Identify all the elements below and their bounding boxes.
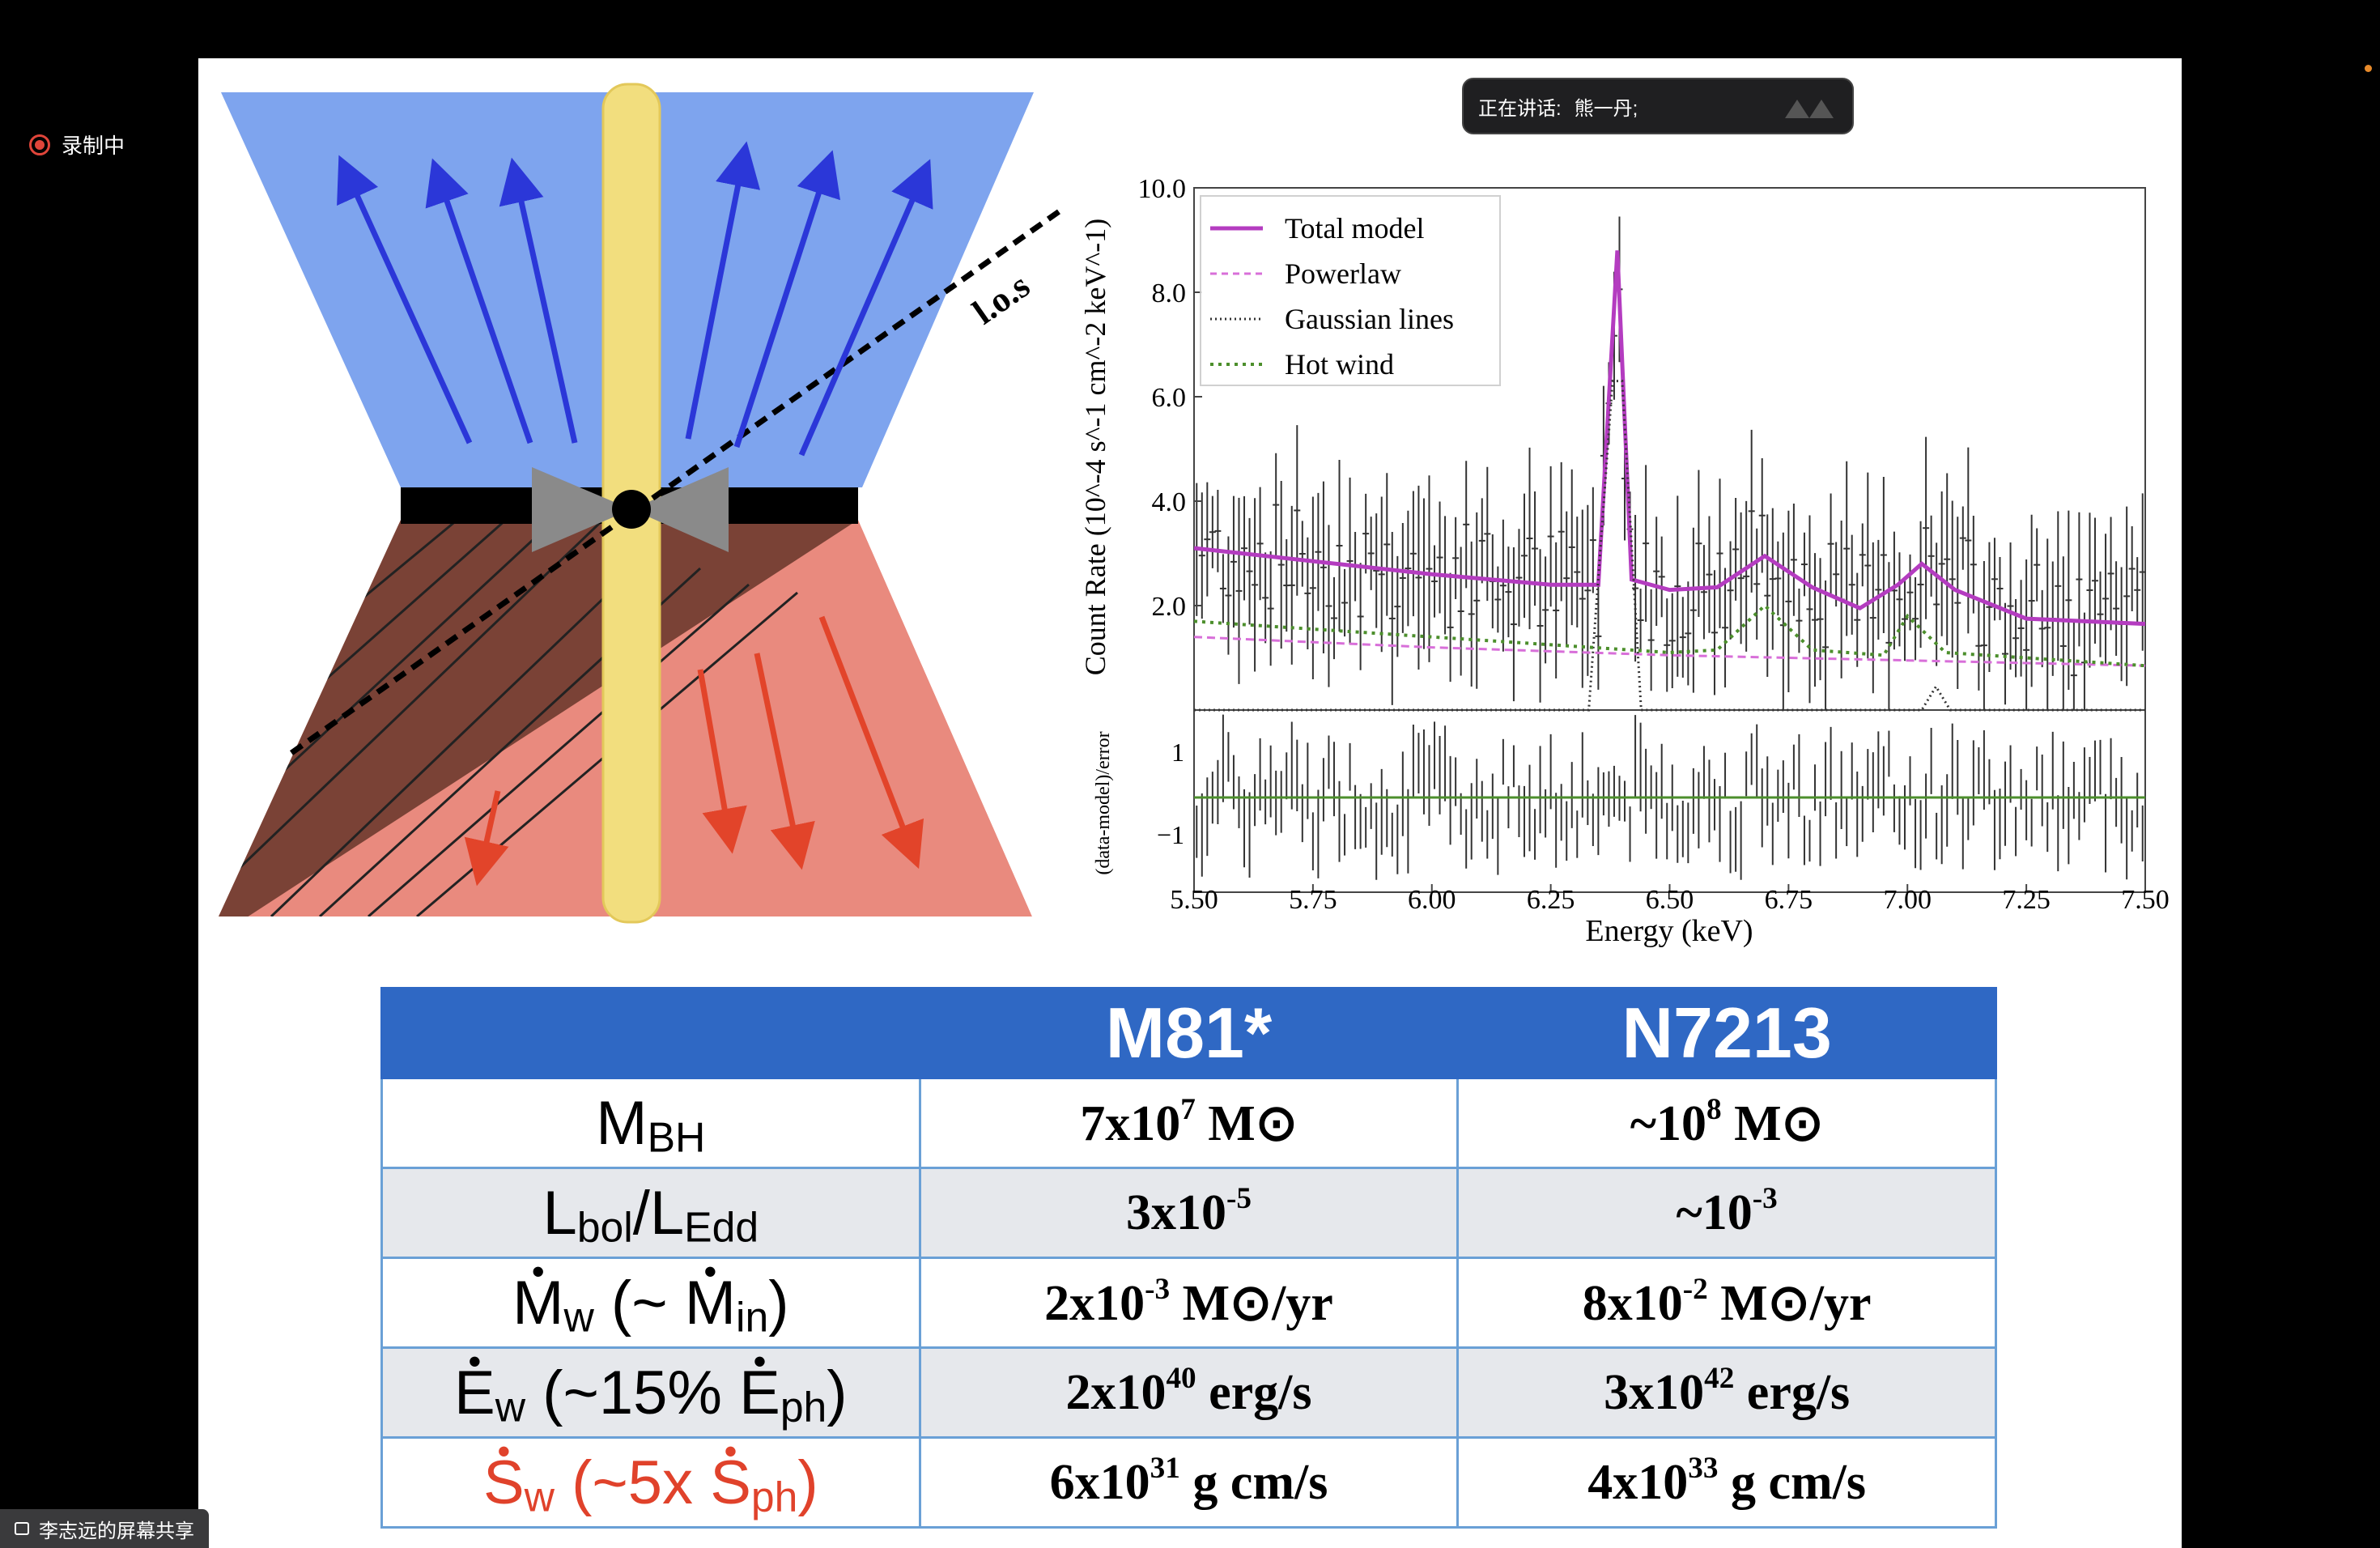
table-row-lbol: Lbol/LEdd 3x10-5 ~10-3 — [380, 1167, 1997, 1259]
header-blank — [380, 987, 921, 1079]
table-row-edot: Ew (~15% Eph) 2x1040 erg/s 3x1042 erg/s — [380, 1346, 1997, 1439]
torus-left — [532, 467, 631, 552]
outflow-diagram: l.o.s — [219, 83, 1063, 924]
m81-sdot: 6x1031 g cm/s — [918, 1436, 1460, 1529]
x-tick-label: 5.75 — [1289, 885, 1337, 915]
shared-slide: l.o.s 2.0 4.0 6.0 8.0 10.0 5.50 5.75 6.00 6.25 6… — [198, 58, 2182, 1548]
residual-y-label: (data-model)/error — [1093, 731, 1114, 874]
obscured-region — [219, 520, 858, 916]
speaker-waveform-icon — [1785, 100, 1834, 118]
header-m81: M81* — [918, 987, 1460, 1079]
x-tick-label: 7.50 — [2121, 885, 2170, 915]
n7213-edot: 3x1042 erg/s — [1456, 1346, 1997, 1439]
speaker-label: 正在讲话: — [1478, 97, 1562, 120]
y-tick-label: 4.0 — [1152, 487, 1187, 517]
spectrum-chart: 2.0 4.0 6.0 8.0 10.0 5.50 5.75 6.00 6.25 6.50 6.7… — [1079, 174, 2170, 948]
los-label: l.o.s — [966, 266, 1037, 332]
m81-mbh: 7x107 M⊙ — [918, 1077, 1460, 1169]
n7213-lbol: ~10-3 — [1456, 1167, 1997, 1259]
n7213-mbh: ~108 M⊙ — [1456, 1077, 1997, 1169]
m81-edot: 2x1040 erg/s — [918, 1346, 1460, 1439]
y-tick-label: 2.0 — [1152, 592, 1187, 622]
legend-gaussian-lines: Gaussian lines — [1285, 303, 1454, 335]
header-n7213: N7213 — [1456, 987, 1997, 1079]
y-axis-label: Count Rate (10^-4 s^-1 cm^-2 keV^-1) — [1079, 219, 1111, 675]
label-lbol-ledd: Lbol/LEdd — [380, 1167, 921, 1259]
y-tick-label: 10.0 — [1138, 174, 1187, 204]
legend-total-model: Total model — [1285, 212, 1424, 245]
torus-right — [631, 467, 729, 552]
x-tick-label: 5.50 — [1170, 885, 1218, 915]
residual-tick-minus1: −1 — [1157, 820, 1184, 849]
table-row-mbh: MBH 7x107 M⊙ ~108 M⊙ — [380, 1077, 1997, 1169]
series-gaussian-lines — [1194, 380, 2145, 712]
recording-label: 录制中 — [62, 134, 125, 158]
y-tick-label: 6.0 — [1152, 383, 1187, 413]
label-edot: Ew (~15% Eph) — [380, 1346, 921, 1439]
table-header-row: M81* N7213 — [380, 987, 1997, 1079]
record-icon — [29, 134, 50, 155]
n7213-mdot: 8x10-2 M⊙/yr — [1456, 1257, 1997, 1349]
residual-tick-1: 1 — [1171, 738, 1184, 767]
x-tick-label: 6.50 — [1646, 885, 1694, 915]
label-mdot: Mw (~ Min) — [380, 1257, 921, 1349]
m81-mdot: 2x10-3 M⊙/yr — [918, 1257, 1460, 1349]
m81-lbol: 3x10-5 — [918, 1167, 1460, 1259]
x-tick-label: 7.00 — [1884, 885, 1932, 915]
series-powerlaw — [1193, 636, 2146, 667]
comparison-table: M81* N7213 MBH 7x107 M⊙ ~108 M⊙ Lbol/LEd… — [380, 987, 1997, 1529]
label-sdot: Sw (~5x Sph) — [380, 1436, 921, 1529]
line-of-sight — [289, 208, 1063, 755]
plot-frame-lower — [1193, 709, 2146, 893]
outflow-arrows-down — [464, 615, 924, 887]
status-dot — [2365, 65, 2372, 72]
series-total-model — [1193, 250, 2146, 627]
legend-powerlaw: Powerlaw — [1285, 257, 1401, 290]
table-row-sdot: Sw (~5x Sph) 6x1031 g cm/s 4x1033 g cm/s — [380, 1436, 1997, 1529]
legend: Total model Powerlaw Gaussian lines Hot … — [1200, 195, 1501, 386]
series-hot-wind — [1193, 603, 2146, 668]
y-tick-label: 8.0 — [1152, 279, 1187, 308]
speaker-name: 熊一丹; — [1574, 97, 1638, 120]
x-tick-label: 6.00 — [1408, 885, 1456, 915]
legend-hot-wind: Hot wind — [1285, 348, 1394, 381]
x-tick-label: 7.25 — [2002, 885, 2051, 915]
active-speaker-banner: 正在讲话: 熊一丹; — [1462, 78, 1854, 134]
black-hole — [612, 490, 651, 529]
x-axis-label: Energy (keV) — [1585, 914, 1753, 948]
outflow-arrows-up — [337, 141, 933, 457]
x-tick-label: 6.75 — [1765, 885, 1813, 915]
n7213-sdot: 4x1033 g cm/s — [1456, 1436, 1997, 1529]
table-row-mdot: Mw (~ Min) 2x10-3 M⊙/yr 8x10-2 M⊙/yr — [380, 1257, 1997, 1349]
screen-share-indicator[interactable]: 李志远的屏幕共享 — [0, 1509, 209, 1548]
label-mbh: MBH — [380, 1077, 921, 1169]
x-tick-label: 6.25 — [1527, 885, 1575, 915]
screen-share-label: 李志远的屏幕共享 — [39, 1520, 194, 1542]
screen-share-icon — [15, 1522, 29, 1535]
recording-indicator: 录制中 — [29, 130, 125, 159]
